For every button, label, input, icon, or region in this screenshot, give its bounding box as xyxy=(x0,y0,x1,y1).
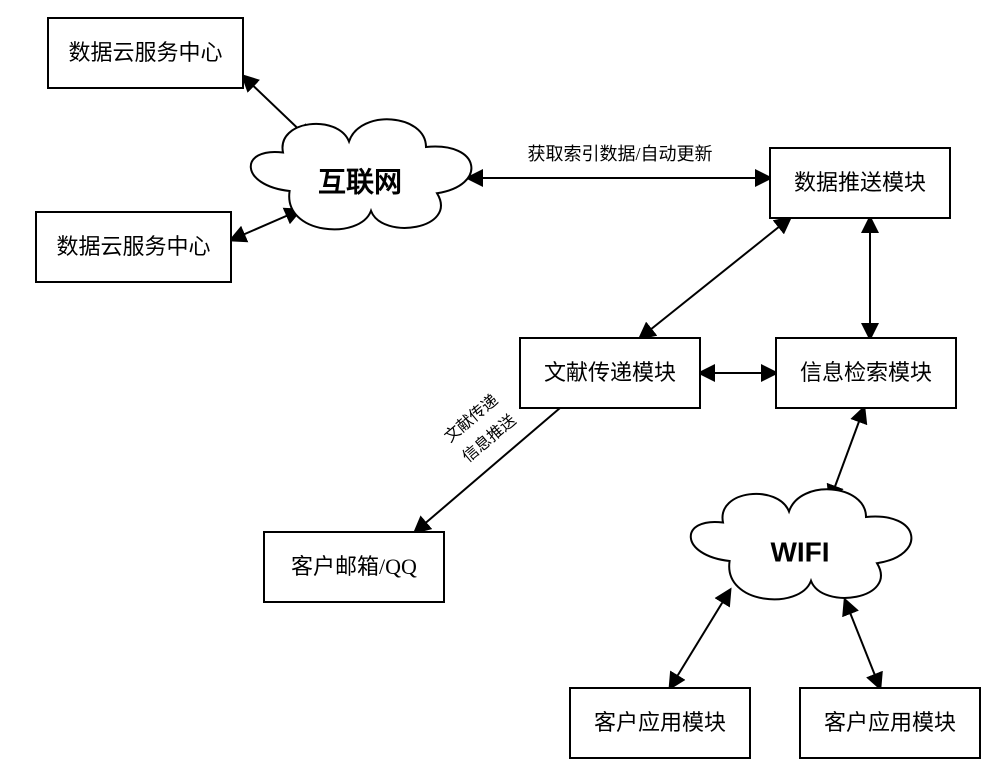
edge-wifi-client_app_1 xyxy=(670,590,730,688)
node-label-data_push: 数据推送模块 xyxy=(794,170,926,195)
edge-info_search-wifi xyxy=(830,408,864,500)
cloud-label-internet: 互联网 xyxy=(318,166,402,197)
node-label-data_cloud_2: 数据云服务中心 xyxy=(56,234,210,259)
edge-wifi-client_app_2 xyxy=(845,600,880,688)
node-label-info_search: 信息检索模块 xyxy=(800,360,932,385)
edge-data_cloud_2-internet xyxy=(231,210,300,240)
edge-doc_delivery-client_mail xyxy=(415,408,560,532)
cloud-label-wifi: WIFI xyxy=(770,536,829,567)
node-label-doc_delivery: 文献传递模块 xyxy=(544,360,676,385)
node-label-client_app_1: 客户应用模块 xyxy=(594,710,726,735)
node-label-data_cloud_1: 数据云服务中心 xyxy=(68,40,222,65)
edge-data_push-doc_delivery xyxy=(640,218,790,338)
node-label-client_app_2: 客户应用模块 xyxy=(824,710,956,735)
node-label-client_mail: 客户邮箱/QQ xyxy=(291,554,417,579)
edge-label: 获取索引数据/自动更新 xyxy=(528,144,713,164)
